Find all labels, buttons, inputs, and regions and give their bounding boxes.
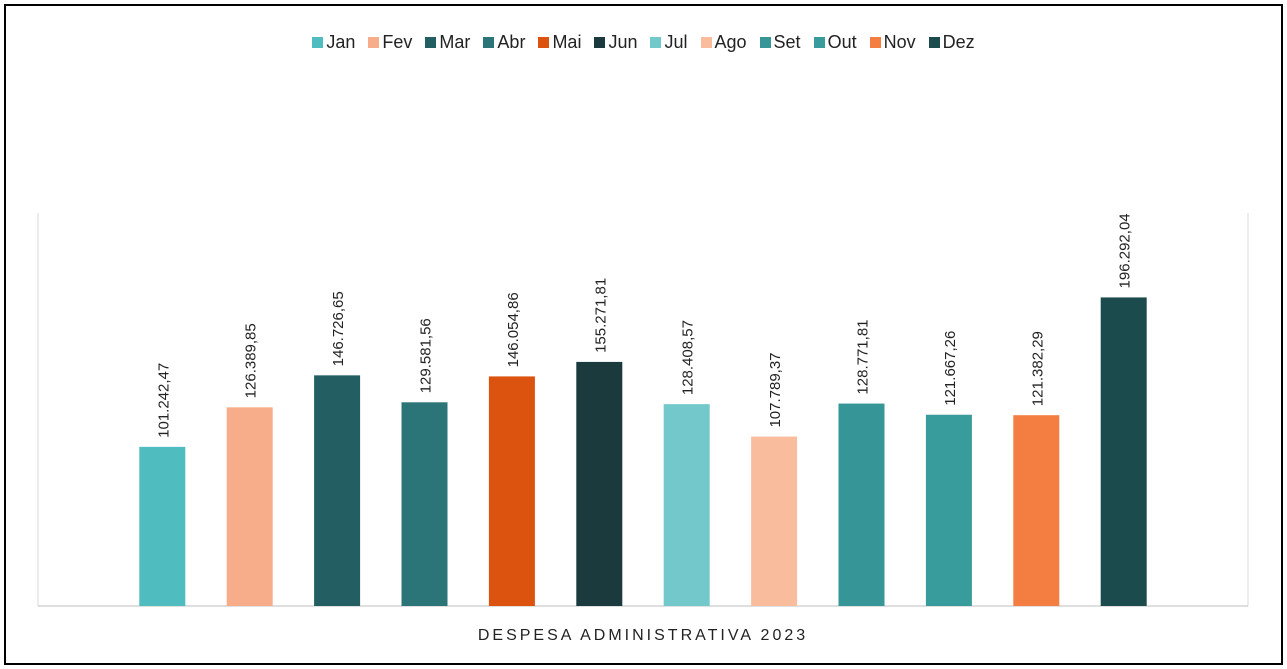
legend-swatch [425,37,437,48]
x-tick-label: DESPESA ADMINISTRATIVA 2023 [478,627,808,644]
legend-label: Ago [714,32,747,52]
bar [663,404,710,606]
bar [139,446,186,606]
bar [576,361,623,606]
legend-item: Nov [869,32,916,53]
data-label: 101.242,47 [155,363,172,438]
legend-label: Jul [664,32,688,52]
bar [751,436,798,606]
legend-swatch [813,37,825,48]
data-label: 128.771,81 [855,319,872,394]
data-label: 196.292,04 [1117,213,1134,288]
data-label: 128.408,57 [680,320,697,395]
data-label: 146.726,65 [330,291,347,366]
chart-frame [4,4,1283,665]
data-label: 155.271,81 [592,278,609,353]
data-label: 146.054,86 [505,292,522,367]
legend-swatch [483,37,495,48]
legend-label: Out [827,32,857,52]
legend-label: Fev [382,32,413,52]
data-label: 121.382,29 [1029,331,1046,406]
legend-item: Jul [650,32,688,53]
legend-label: Set [773,32,801,52]
legend: Jan Fev Mar Abr Mai Jun Jul Ago Set Out Nov Dez [0,32,1287,53]
data-label: 121.667,26 [942,331,959,406]
legend-label: Mai [552,32,582,52]
legend-item: Jun [594,32,637,53]
bar [1013,415,1060,606]
legend-item: Ago [700,32,747,53]
legend-swatch [869,37,881,48]
legend-swatch [928,37,940,48]
legend-item: Mar [425,32,470,53]
data-label: 129.581,56 [418,318,435,393]
legend-swatch [368,37,380,48]
bar [925,414,972,606]
bar [314,375,361,606]
legend-label: Jan [326,32,356,52]
legend-label: Nov [883,32,916,52]
legend-swatch [650,37,662,48]
legend-swatch [312,37,324,48]
legend-item: Set [759,32,801,53]
legend-swatch [700,37,712,48]
legend-label: Jun [608,32,638,52]
legend-swatch [759,37,771,48]
bar [838,403,885,606]
data-label: 107.789,37 [767,352,784,427]
data-label: 126.389,85 [243,323,260,398]
legend-swatch [594,37,606,48]
legend-swatch [538,37,550,48]
legend-label: Abr [497,32,526,52]
legend-item: Jan [312,32,355,53]
legend-item: Fev [368,32,412,53]
legend-label: Dez [942,32,975,52]
legend-item: Abr [483,32,525,53]
legend-item: Mai [538,32,581,53]
bar [226,407,273,606]
bar [401,402,448,606]
legend-item: Out [813,32,857,53]
bar [1100,297,1147,606]
legend-label: Mar [439,32,471,52]
legend-item: Dez [928,32,975,53]
bar [488,376,535,606]
